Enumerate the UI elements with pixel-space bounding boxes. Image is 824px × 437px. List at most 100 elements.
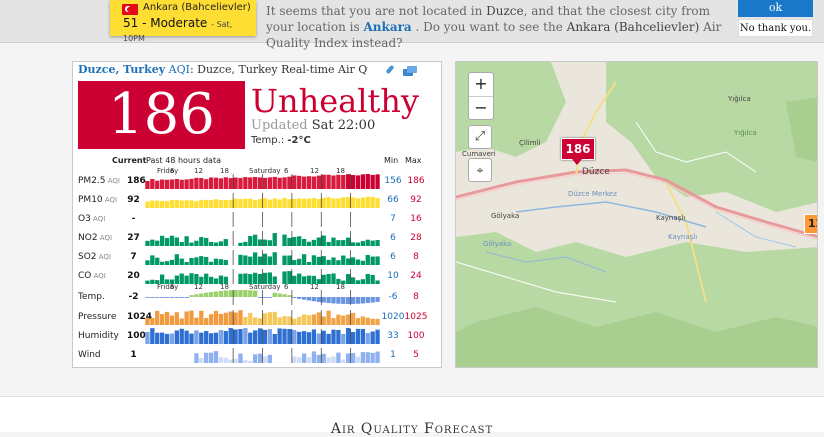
pollutant-name: Humidity bbox=[78, 331, 119, 341]
pollutant-row-pm10[interactable]: PM10 AQI 92 66 92 bbox=[73, 191, 443, 209]
sparkline-bar bbox=[164, 333, 170, 344]
sparkline-bar bbox=[189, 178, 194, 189]
sparkline-bar bbox=[331, 273, 336, 284]
sparkline-bar bbox=[208, 276, 214, 284]
sparkline-bar bbox=[311, 297, 317, 302]
sparkline-bar bbox=[346, 237, 351, 246]
current-value: 186 bbox=[127, 176, 146, 186]
no-thank-you-button[interactable]: No thank you. bbox=[738, 19, 813, 37]
sparkline-bar bbox=[316, 279, 321, 284]
sparkline-bar bbox=[184, 297, 189, 298]
sparkline-bar bbox=[321, 235, 326, 246]
zoom-out-button[interactable]: − bbox=[474, 98, 488, 117]
sparkline-bar bbox=[375, 256, 380, 265]
sparkline-bar bbox=[169, 179, 175, 189]
sparkline-bar bbox=[194, 330, 199, 344]
closest-city-link[interactable]: Ankara bbox=[363, 20, 412, 34]
map-pin-icon[interactable]: ⌖ bbox=[468, 158, 492, 182]
widget-icon[interactable] bbox=[385, 64, 397, 76]
zoom-in-button[interactable]: + bbox=[469, 73, 493, 97]
sparkline-bar bbox=[360, 241, 366, 246]
sparkline-bar bbox=[164, 238, 170, 246]
map-label-golyaka-2: Gölyaka bbox=[483, 240, 512, 248]
sparkline-bar bbox=[360, 279, 366, 284]
sparkline-bar bbox=[346, 314, 351, 325]
sparkline-bar bbox=[184, 179, 189, 189]
map-background bbox=[456, 62, 817, 367]
sparkline-bar bbox=[150, 200, 155, 208]
sparkline-bar bbox=[233, 329, 238, 344]
sparkline-bar bbox=[350, 353, 356, 363]
sparkline-bar bbox=[159, 235, 165, 246]
station-marker-east[interactable]: 12 bbox=[804, 214, 817, 234]
sparkline-bar bbox=[321, 353, 326, 363]
sparkline-bar bbox=[145, 317, 150, 325]
alt-city-name: Ankara (Bahcelievler) bbox=[143, 2, 251, 13]
pollutant-row-co[interactable]: CO AQI 20 10 24 bbox=[73, 267, 443, 285]
sparkline-bar bbox=[282, 316, 287, 325]
sparkline-bar bbox=[301, 314, 307, 325]
sparkline-chart bbox=[194, 348, 380, 363]
pollutant-name: PM10 AQI bbox=[78, 195, 118, 205]
pollutant-row-pm25[interactable]: PM2.5 AQI 186 156 186 bbox=[73, 172, 443, 190]
pollutant-row-no2[interactable]: NO2 AQI 27 6 28 bbox=[73, 229, 443, 247]
sparkline-bar bbox=[365, 254, 370, 265]
pollutant-row-o3[interactable]: O3 AQI - 7 16 bbox=[73, 210, 443, 228]
sparkline-bar bbox=[346, 258, 351, 265]
sparkline-bar bbox=[267, 177, 272, 189]
pollutant-row-pressure[interactable]: Pressure 1024 1020 1025 bbox=[73, 308, 443, 326]
current-value: - bbox=[131, 214, 136, 224]
city-link[interactable]: Duzce, Turkey bbox=[78, 63, 166, 76]
min-header: Min bbox=[384, 156, 399, 165]
screens-icon[interactable] bbox=[403, 66, 417, 76]
sparkline-bar bbox=[346, 353, 351, 363]
sparkline-bar bbox=[179, 318, 184, 325]
sparkline-bar bbox=[164, 311, 170, 325]
sparkline-bar bbox=[179, 179, 184, 189]
sparkline-bar bbox=[262, 272, 268, 284]
sparkline-bar bbox=[341, 175, 346, 189]
sparkline-bar bbox=[257, 274, 263, 284]
map-label-duzce-merkez: Düzce Merkez bbox=[568, 190, 617, 198]
sparkline-bar bbox=[204, 292, 209, 297]
sparkline-bar bbox=[346, 174, 351, 189]
pollutant-row-so2[interactable]: SO2 AQI 7 6 8 bbox=[73, 248, 443, 266]
sparkline-bar bbox=[238, 242, 243, 246]
sparkline-bar bbox=[233, 198, 238, 208]
sparkline-bar bbox=[223, 330, 228, 344]
max-value: 100 bbox=[407, 331, 425, 341]
expand-icon[interactable]: ⤢ bbox=[468, 125, 492, 149]
sparkline-bar bbox=[311, 351, 317, 363]
sparkline-bar bbox=[350, 257, 356, 265]
axis-tick-label: 18 bbox=[220, 283, 229, 291]
pollutant-row-wind[interactable]: Wind 1 1 5 bbox=[73, 346, 443, 364]
sparkline-bar bbox=[311, 239, 317, 246]
sparkline-chart bbox=[145, 310, 380, 325]
sparkline-bar bbox=[306, 315, 312, 325]
pollutant-row-temp[interactable]: Temp. -2 -6 8 bbox=[73, 288, 443, 306]
sparkline-bar bbox=[370, 174, 375, 189]
alt-city-card[interactable]: Ankara (Bahcelievler) 51 - Moderate - Sa… bbox=[110, 0, 256, 43]
sparkline-bar bbox=[297, 236, 302, 246]
sparkline-bar bbox=[213, 177, 219, 189]
sparkline-bar bbox=[331, 198, 336, 208]
sparkline-bar bbox=[159, 179, 165, 189]
aqi-map[interactable]: + − ⤢ ⌖ 186 12 Yığılca Yığılca Çilimli C… bbox=[455, 61, 818, 368]
station-marker-duzce[interactable]: 186 bbox=[561, 138, 595, 165]
sparkline-bar bbox=[301, 239, 307, 246]
pollutant-row-humidity[interactable]: Humidity 100 33 100 bbox=[73, 327, 443, 345]
min-value: -6 bbox=[388, 292, 398, 302]
map-label-cilimli: Çilimli bbox=[519, 139, 541, 147]
ok-button[interactable]: ok bbox=[738, 0, 813, 17]
pollutant-name: PM2.5 AQI bbox=[78, 176, 120, 186]
sparkline-bar bbox=[243, 290, 248, 297]
sparkline-bar bbox=[169, 235, 175, 246]
sparkline-bar bbox=[145, 181, 150, 189]
sparkline-bar bbox=[350, 197, 356, 208]
aqi-card: Duzce, Turkey AQI: Duzce, Turkey Real-ti… bbox=[72, 61, 442, 368]
sparkline-bar bbox=[179, 200, 184, 208]
sparkline-bar bbox=[208, 292, 214, 297]
sparkline-bar bbox=[326, 297, 331, 304]
sparkline-bar bbox=[341, 333, 346, 344]
sparkline-bar bbox=[159, 332, 165, 344]
